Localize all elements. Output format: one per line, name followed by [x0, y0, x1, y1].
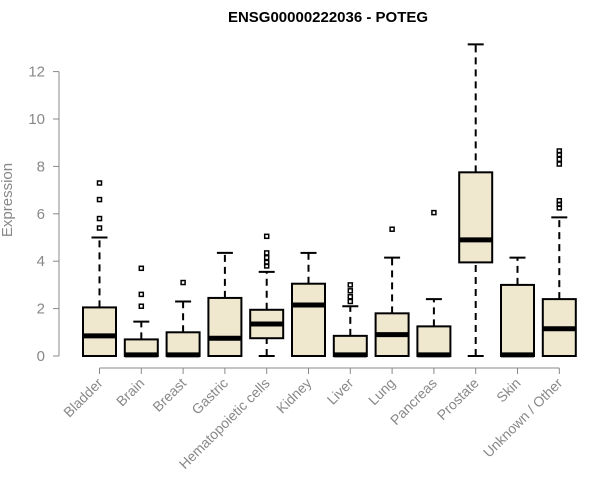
box-breast [165, 279, 201, 358]
outlier-point [138, 303, 145, 309]
x-tick-label: Breast [149, 375, 189, 415]
box-gastric [207, 251, 243, 357]
outlier-point [180, 279, 186, 286]
y-tick-label: 2 [37, 301, 45, 318]
outlier-point [431, 209, 437, 216]
outlier-point [263, 250, 270, 256]
iqr-box [82, 306, 117, 358]
outlier-point [556, 156, 563, 163]
x-tick-label: Unknown / Other [480, 375, 566, 461]
outlier-point [347, 282, 354, 288]
x-tick-label: Bladder [60, 375, 106, 421]
box-prostate [458, 43, 494, 357]
outlier-point [347, 294, 354, 300]
iqr-box [291, 282, 326, 357]
iqr-box [458, 171, 494, 264]
outlier-point [556, 161, 563, 167]
box-bladder [82, 180, 117, 358]
boxes-group [82, 43, 577, 358]
x-tick-label: Prostate [434, 375, 482, 423]
outlier-point [138, 265, 145, 272]
y-axis-label: Expression [0, 163, 16, 237]
y-tick-label: 12 [28, 64, 45, 81]
outlier-point [263, 254, 270, 261]
outlier-point [96, 215, 103, 222]
box-skin [500, 256, 535, 358]
box-brain [123, 265, 159, 358]
box-hematopoietic-cells [249, 233, 285, 357]
x-tick-label: Skin [493, 375, 524, 406]
outlier-point [96, 196, 103, 203]
y-axis: 0 2 4 6 8 10 12 [28, 64, 60, 365]
y-tick-label: 4 [37, 253, 45, 270]
y-tick-label: 10 [28, 111, 45, 128]
outlier-point [347, 288, 354, 294]
x-tick-label: Kidney [273, 375, 315, 417]
outlier-point [138, 291, 145, 298]
outlier-point [556, 198, 563, 204]
chart-title: ENSG00000222036 - POTEG [228, 9, 428, 26]
box-unknown-other [541, 148, 577, 357]
outlier-point [96, 225, 103, 231]
y-tick-label: 8 [37, 158, 45, 175]
outlier-point [389, 226, 395, 232]
outlier-point [556, 148, 563, 154]
outlier-point [263, 259, 270, 266]
iqr-box [500, 283, 535, 357]
y-tick-label: 6 [37, 206, 45, 223]
box-liver [332, 282, 368, 358]
iqr-box [207, 296, 243, 357]
y-tick-label: 0 [37, 348, 45, 365]
outlier-point [347, 298, 354, 305]
outlier-point [263, 233, 270, 240]
box-pancreas [416, 209, 452, 358]
box-lung [374, 226, 410, 357]
iqr-box [416, 325, 452, 357]
box-kidney [291, 251, 326, 357]
x-tick-label: Lung [365, 375, 398, 408]
x-tick-label: Brain [113, 375, 147, 409]
outlier-point [96, 180, 103, 186]
x-tick-label: Liver [324, 375, 357, 408]
